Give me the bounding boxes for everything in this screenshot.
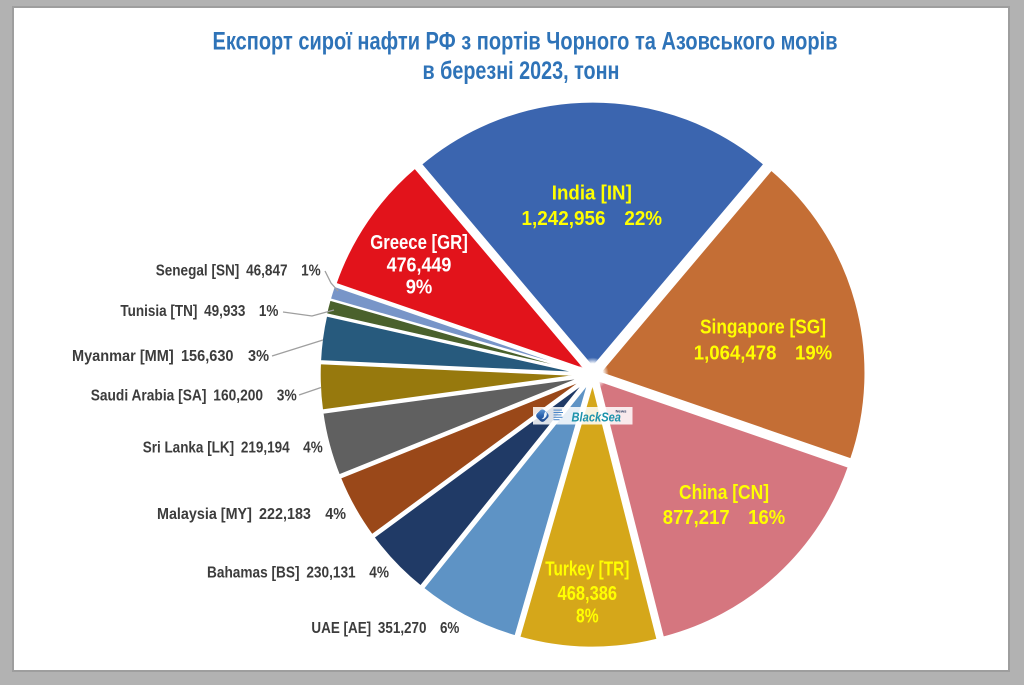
svg-text:BlackSea: BlackSea — [572, 410, 622, 424]
svg-text:877,217 16%: 877,217 16% — [663, 507, 786, 529]
svg-text:476,449: 476,449 — [387, 255, 452, 277]
svg-text:China [CN]: China [CN] — [679, 482, 769, 504]
svg-text:Singapore [SG]: Singapore [SG] — [700, 317, 826, 339]
svg-text:Myanmar [MM] 156,630 3%: Myanmar [MM] 156,630 3% — [72, 348, 269, 365]
svg-text:UAE [AE] 351,270 6%: UAE [AE] 351,270 6% — [311, 620, 459, 637]
svg-text:News: News — [616, 409, 628, 414]
svg-text:Експорт сирої нафти РФ з порті: Експорт сирої нафти РФ з портів Чорного … — [213, 28, 838, 56]
svg-text:9%: 9% — [406, 276, 433, 298]
svg-text:468,386: 468,386 — [558, 583, 618, 605]
svg-text:Bahamas [BS] 230,131 4%: Bahamas [BS] 230,131 4% — [207, 564, 389, 581]
svg-text:1,242,956 22%: 1,242,956 22% — [522, 208, 663, 230]
svg-text:в березні 2023, тонн: в березні 2023, тонн — [423, 57, 620, 85]
svg-text:Saudi Arabia [SA] 160,200 3%: Saudi Arabia [SA] 160,200 3% — [91, 388, 297, 405]
svg-text:Turkey [TR]: Turkey [TR] — [545, 559, 629, 581]
svg-text:Malaysia [MY] 222,183 4%: Malaysia [MY] 222,183 4% — [157, 506, 346, 523]
svg-text:Greece [GR]: Greece [GR] — [370, 232, 468, 254]
svg-text:Senegal [SN] 46,847 1%: Senegal [SN] 46,847 1% — [156, 263, 321, 280]
svg-text:Sri Lanka [LK] 219,194 4%: Sri Lanka [LK] 219,194 4% — [143, 439, 323, 456]
svg-text:Tunisia [TN] 49,933 1%: Tunisia [TN] 49,933 1% — [120, 303, 278, 320]
svg-text:8%: 8% — [576, 606, 599, 628]
svg-text:1,064,478 19%: 1,064,478 19% — [694, 342, 833, 364]
svg-text:India [IN]: India [IN] — [552, 182, 632, 204]
